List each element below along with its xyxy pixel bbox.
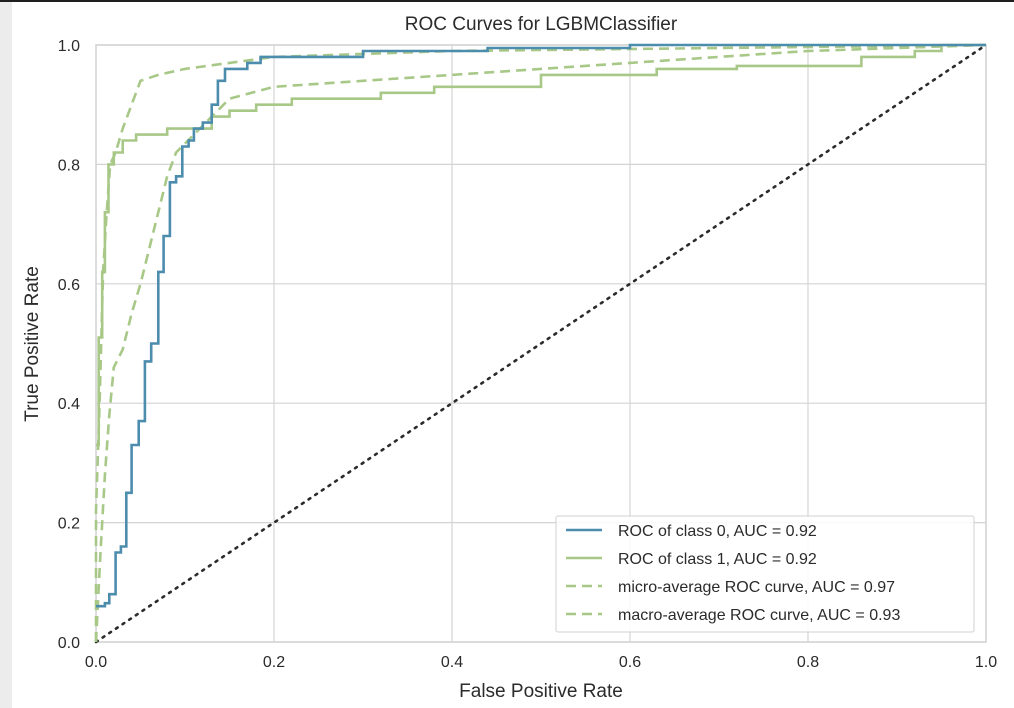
x-tick-label: 1.0 (975, 654, 997, 671)
legend-box (555, 515, 975, 633)
y-axis-label: True Positive Rate (22, 266, 43, 422)
y-tick-label: 1.0 (58, 38, 80, 55)
legend-label: ROC of class 0, AUC = 0.92 (618, 523, 817, 540)
legend-label: macro-average ROC curve, AUC = 0.93 (618, 607, 900, 624)
x-tick-label: 0.0 (85, 654, 107, 671)
x-tick-labels: 0.0 0.2 0.4 0.6 0.8 1.0 (85, 654, 997, 671)
window-left-strip (0, 0, 12, 708)
series-class-0-line (96, 43, 986, 608)
y-tick-label: 0.8 (58, 157, 80, 174)
chart-title: ROC Curves for LGBMClassifier (405, 14, 678, 35)
x-tick-label: 0.6 (619, 654, 641, 671)
y-tick-labels: 0.0 0.2 0.4 0.6 0.8 1.0 (58, 38, 80, 652)
x-axis-label: False Positive Rate (459, 681, 623, 702)
x-tick-label: 0.8 (797, 654, 819, 671)
x-tick-label: 0.4 (441, 654, 463, 671)
legend-label: micro-average ROC curve, AUC = 0.97 (618, 579, 895, 596)
series-class-1-line (96, 43, 986, 447)
y-tick-label: 0.6 (58, 277, 80, 294)
series-group (94, 43, 988, 644)
window-top-rule (0, 0, 1014, 2)
series-macro-average-line (94, 43, 987, 643)
y-tick-label: 0.4 (58, 396, 80, 413)
y-tick-label: 0.2 (58, 516, 80, 533)
legend-label: ROC of class 1, AUC = 0.92 (618, 551, 817, 568)
x-tick-label: 0.2 (263, 654, 285, 671)
diagonal-reference-line (94, 43, 988, 644)
legend: ROC of class 0, AUC = 0.92 ROC of class 1… (555, 515, 975, 633)
y-tick-label: 0.0 (58, 635, 80, 652)
